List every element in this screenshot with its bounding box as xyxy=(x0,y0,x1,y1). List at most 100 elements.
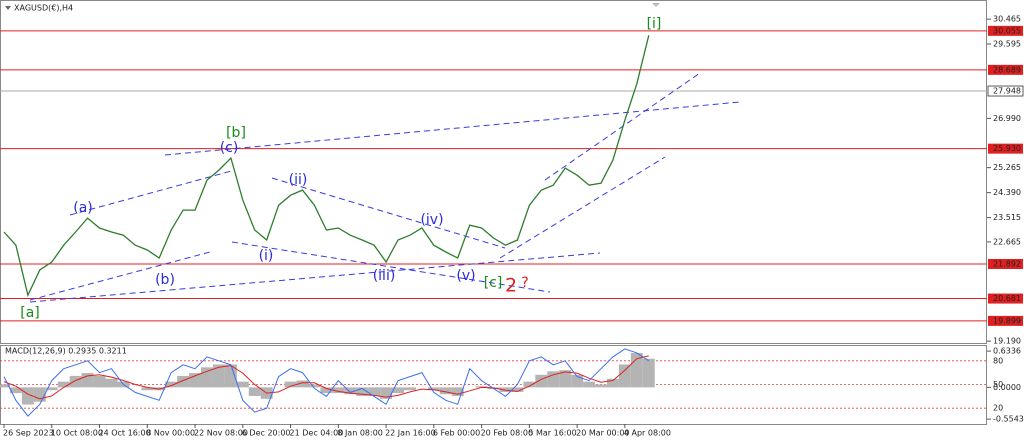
level-label: 25.930 xyxy=(993,144,1021,153)
macd-bar xyxy=(356,387,369,396)
macd-bar xyxy=(630,353,643,388)
y-tick-label: 24.390 xyxy=(993,188,1021,197)
wave-label: (c) xyxy=(220,140,239,156)
y-tick-label: 0.0000 xyxy=(993,383,1021,392)
x-tick-label: 20 Feb 08:00 xyxy=(481,429,533,438)
macd-bar xyxy=(93,375,106,388)
wave-label: (v) xyxy=(456,268,475,284)
wave-label: (b) xyxy=(155,272,175,288)
y-tick-label: -0.5543 xyxy=(993,415,1024,424)
macd-bar xyxy=(642,358,655,388)
macd-bar xyxy=(559,370,572,388)
macd-bar xyxy=(69,375,82,388)
y-tick-label: 29.595 xyxy=(993,39,1021,48)
wave-label: [c] xyxy=(484,275,503,291)
macd-bar xyxy=(236,381,249,388)
macd-title: MACD(12,26,9) 0.2935 0.3211 xyxy=(5,347,127,356)
macd-bar xyxy=(571,374,584,388)
wave-label: (ii) xyxy=(289,172,308,188)
x-tick-label: 21 Dec 04:00 xyxy=(290,429,344,438)
y-tick-label: 22.665 xyxy=(993,237,1021,246)
y-tick-label: 30.465 xyxy=(993,15,1021,24)
macd-bar xyxy=(618,364,631,388)
level-label: 30.055 xyxy=(993,26,1021,35)
wave-label: (iii) xyxy=(373,268,396,284)
y2-tick-label: 50 xyxy=(993,380,1003,389)
symbol-icon xyxy=(5,6,11,10)
wave-label: [i] xyxy=(647,16,662,32)
macd-bar xyxy=(523,381,536,388)
macd-bar xyxy=(308,384,321,388)
current-price-label: 27.948 xyxy=(993,87,1021,96)
macd-bar xyxy=(547,371,560,388)
x-tick-label: 26 Sep 2023 xyxy=(3,429,54,438)
y2-tick-label: 80 xyxy=(993,356,1003,365)
trendline xyxy=(499,156,666,259)
macd-bar xyxy=(81,373,94,388)
level-label: 21.892 xyxy=(993,259,1021,268)
wave-label: (a) xyxy=(73,200,93,216)
wave-label: [b] xyxy=(226,125,246,141)
x-tick-label: 4 Apr 08:00 xyxy=(624,429,671,438)
macd-bar xyxy=(177,375,190,388)
macd-bar xyxy=(451,387,464,396)
x-tick-label: 6 Dec 20:00 xyxy=(242,429,291,438)
main-frame xyxy=(0,0,987,344)
macd-bar xyxy=(380,387,393,399)
macd-bar xyxy=(332,387,345,394)
macd-bar xyxy=(320,387,333,394)
macd-bar xyxy=(45,387,58,391)
level-label-bg xyxy=(988,315,1023,326)
x-tick-label: 5 Mar 16:00 xyxy=(528,429,576,438)
macd-bar xyxy=(165,381,178,388)
level-label: 28.689 xyxy=(993,65,1021,74)
macd-bar xyxy=(105,378,118,388)
macd-bar xyxy=(368,387,381,396)
signal-line xyxy=(3,355,649,400)
macd-bar xyxy=(296,380,309,388)
y-tick-label: 23.515 xyxy=(993,213,1021,222)
macd-bar xyxy=(403,387,416,391)
scroll-marker xyxy=(652,3,660,7)
macd-bar xyxy=(344,387,357,395)
wave-label: (iv) xyxy=(420,212,443,228)
trendline xyxy=(29,251,211,301)
macd-bar xyxy=(57,381,70,388)
level-label-bg xyxy=(988,64,1023,75)
macd-bar xyxy=(201,367,213,388)
macd-bar xyxy=(511,387,524,392)
macd-bar xyxy=(141,387,154,391)
macd-bar xyxy=(212,364,225,388)
x-tick-label: 8 Jan 08:00 xyxy=(337,429,383,438)
level-label: 20.681 xyxy=(993,294,1021,303)
y-tick-label: 26.990 xyxy=(993,114,1021,123)
y-tick-label: 0.6336 xyxy=(993,347,1021,356)
trendline xyxy=(69,169,236,216)
macd-bar xyxy=(595,384,607,388)
y2-tick-label: 20 xyxy=(993,404,1003,413)
macd-bar xyxy=(0,384,10,388)
macd-bar xyxy=(33,387,46,402)
x-tick-label: 24 Oct 16:00 xyxy=(99,429,151,438)
macd-bar xyxy=(284,381,297,388)
price-line xyxy=(3,35,650,298)
chart-title: XAGUSD(€),H4 xyxy=(14,4,73,13)
stochastic-line xyxy=(3,348,650,417)
level-label-bg xyxy=(988,143,1023,154)
wave-label: (i) xyxy=(259,248,274,264)
macd-bar xyxy=(392,387,404,394)
trendline xyxy=(231,241,551,293)
wave-label: [a] xyxy=(20,305,40,321)
trendline xyxy=(164,101,741,156)
macd-bar xyxy=(427,387,440,391)
level-label-bg xyxy=(988,293,1023,304)
level-label: 19.899 xyxy=(993,316,1021,325)
x-tick-label: 22 Nov 08:00 xyxy=(194,429,248,438)
trendline xyxy=(29,252,601,303)
y-tick-label: 25.265 xyxy=(993,163,1021,172)
macd-bar xyxy=(21,387,34,405)
x-tick-label: 10 Oct 08:00 xyxy=(51,429,103,438)
macd-bar xyxy=(606,378,619,388)
